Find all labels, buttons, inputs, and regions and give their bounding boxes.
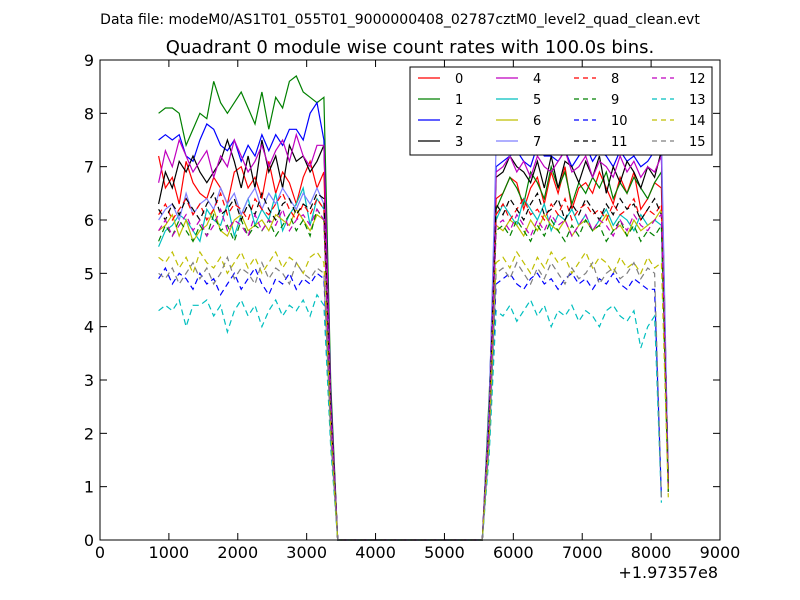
- series-15-line: [158, 255, 662, 541]
- x-tick-label: 2000: [217, 543, 258, 562]
- x-tick-label: 0: [95, 543, 105, 562]
- legend-label-13: 13: [689, 93, 706, 108]
- y-tick-label: 9: [84, 51, 94, 70]
- y-tick-label: 1: [84, 478, 94, 497]
- legend-box: [409, 66, 713, 156]
- series-8-line: [158, 191, 669, 541]
- x-tick-label: 9000: [700, 543, 741, 562]
- y-tick-label: 2: [84, 424, 94, 443]
- legend-label-15: 15: [689, 135, 706, 150]
- legend-label-5: 5: [533, 93, 541, 108]
- x-offset-label: +1.97357e8: [618, 563, 718, 582]
- legend-label-1: 1: [455, 93, 463, 108]
- y-tick-label: 5: [84, 264, 94, 283]
- x-tick-label: 6000: [493, 543, 534, 562]
- y-tick-label: 6: [84, 211, 94, 230]
- x-tick-label: 3000: [286, 543, 327, 562]
- y-tick-label: 7: [84, 158, 94, 177]
- x-tick-label: 7000: [562, 543, 603, 562]
- y-tick-label: 8: [84, 104, 94, 123]
- legend-label-6: 6: [533, 114, 541, 129]
- legend-label-12: 12: [689, 72, 706, 87]
- legend-label-0: 0: [455, 72, 463, 87]
- y-tick-label: 3: [84, 371, 94, 390]
- plot-frame: [99, 59, 721, 541]
- legend-label-10: 10: [611, 114, 628, 129]
- legend-label-3: 3: [455, 135, 463, 150]
- x-tick-label: 5000: [424, 543, 465, 562]
- legend-label-8: 8: [611, 72, 619, 87]
- legend-label-4: 4: [533, 72, 541, 87]
- chart-title: Quadrant 0 module wise count rates with …: [166, 37, 655, 58]
- x-axis: 0 1000 2000 3000 4000 5000 6000 7000 8000 9000: [95, 60, 740, 562]
- x-tick-label: 8000: [631, 543, 672, 562]
- y-tick-label: 4: [84, 318, 94, 337]
- legend-label-9: 9: [611, 93, 619, 108]
- x-tick-label: 1000: [149, 543, 190, 562]
- y-tick-label: 0: [84, 531, 94, 550]
- legend-label-7: 7: [533, 135, 541, 150]
- legend-label-2: 2: [455, 114, 463, 129]
- legend-label-14: 14: [689, 114, 706, 129]
- figure-suptitle: Data file: modeM0/AS1T01_055T01_90000004…: [100, 12, 700, 28]
- x-tick-label: 4000: [355, 543, 396, 562]
- legend-label-11: 11: [611, 135, 628, 150]
